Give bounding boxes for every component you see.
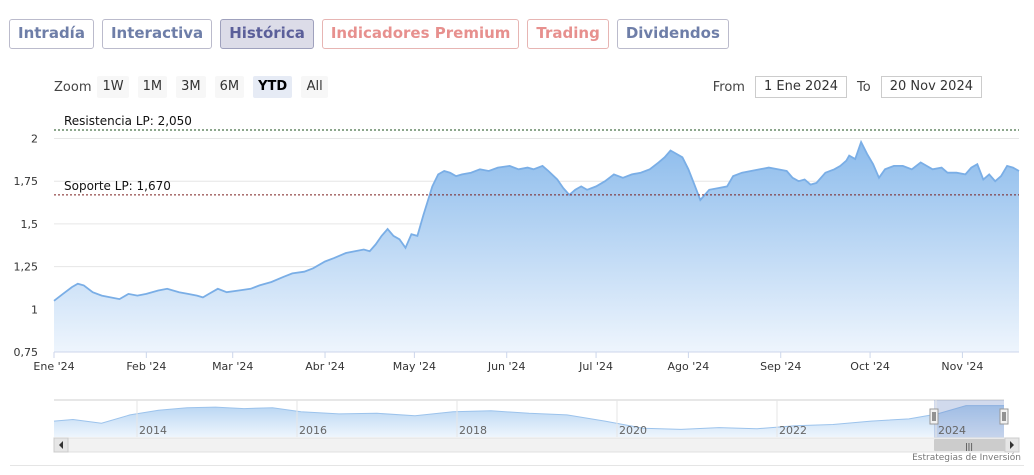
to-date-input[interactable]: 20 Nov 2024 [880, 76, 982, 98]
navigator-year-label: 2024 [938, 424, 966, 437]
x-tick-label: Jul '24 [578, 360, 613, 373]
navigator-year-label: 2018 [459, 424, 487, 437]
x-tick-label: Oct '24 [850, 360, 890, 373]
navigator-handle-right[interactable] [999, 408, 1009, 425]
x-tick-label: Jun '24 [487, 360, 526, 373]
x-tick-label: Nov '24 [941, 360, 983, 373]
x-tick-label: Ene '24 [33, 360, 74, 373]
x-tick-label: Feb '24 [126, 360, 166, 373]
navigator-year-label: 2016 [299, 424, 327, 437]
watermark: Estrategias de Inversión [912, 453, 1021, 463]
x-tick-label: Ago '24 [668, 360, 710, 373]
x-tick-label: Abr '24 [305, 360, 345, 373]
price-area-fill [54, 142, 1019, 352]
from-date-input[interactable]: 1 Ene 2024 [754, 76, 848, 98]
zoom-button-all[interactable]: All [301, 76, 329, 98]
navigator-year-label: 2022 [779, 424, 807, 437]
grip-lines-icon: ||| [965, 442, 973, 451]
chart-type-tabs: Intradía Interactiva Histórica Indicador… [9, 19, 729, 49]
tab-intradia[interactable]: Intradía [9, 19, 94, 49]
divider [10, 465, 1024, 466]
x-axis: Ene '24 Feb '24 Mar '24 Abr '24 May '24 Jun '… [33, 351, 1019, 373]
arrow-right-glyph [1010, 441, 1014, 449]
reference-lines: Resistencia LP: 2,050 Soporte LP: 1,670 [54, 114, 1019, 196]
x-tick-label: May '24 [393, 360, 436, 373]
arrow-left-glyph [59, 441, 63, 449]
y-tick-label: 2 [31, 133, 38, 146]
navigator-year-label: 2020 [619, 424, 647, 437]
reference-label: Soporte LP: 1,670 [64, 179, 171, 193]
scrollbar-thumb [934, 439, 1006, 451]
zoom-button-6m[interactable]: 6M [214, 76, 245, 98]
zoom-selector: Zoom 1W 1M 3M 6M YTD All [54, 76, 337, 98]
from-label: From [712, 79, 745, 95]
navigator-area [54, 405, 1004, 437]
y-tick-label: 0,75 [14, 346, 39, 359]
zoom-button-ytd[interactable]: YTD [253, 76, 293, 98]
tab-trading[interactable]: Trading [527, 19, 609, 49]
y-axis: 0,75 1 1,25 1,5 1,75 2 [14, 133, 39, 359]
tab-dividendos[interactable]: Dividendos [616, 19, 729, 49]
grip-lines-icon [929, 408, 939, 425]
y-tick-label: 1,75 [14, 175, 39, 188]
navigator-handle-left[interactable] [929, 408, 939, 425]
navigator-year-label: 2014 [139, 424, 167, 437]
x-tick-label: Mar '24 [212, 360, 253, 373]
tab-indicadores-premium[interactable]: Indicadores Premium [321, 19, 520, 49]
to-label: To [857, 79, 871, 95]
scrollbar-track [53, 437, 1020, 453]
navigator-line [53, 405, 1004, 430]
zoom-button-1w[interactable]: 1W [97, 76, 129, 98]
zoom-button-1m[interactable]: 1M [137, 76, 168, 98]
price-line [53, 139, 1020, 302]
grip-lines-icon [999, 408, 1009, 425]
x-tick-label: Sep '24 [760, 360, 801, 373]
price-area [53, 139, 1020, 352]
reference-label: Resistencia LP: 2,050 [64, 114, 192, 128]
tab-historica[interactable]: Histórica [220, 19, 314, 49]
y-tick-label: 1,5 [21, 218, 39, 231]
zoom-button-3m[interactable]: 3M [176, 76, 206, 98]
tab-interactiva[interactable]: Interactiva [101, 19, 213, 49]
y-tick-label: 1,25 [14, 261, 39, 274]
navigator[interactable]: 2014 2016 2018 2020 2022 2024 ||| [53, 399, 1020, 453]
y-tick-label: 1 [31, 303, 38, 316]
date-range: From 1 Ene 2024 To 20 Nov 2024 [703, 76, 982, 98]
navigator-scrollbar[interactable]: ||| [53, 437, 1020, 453]
zoom-label: Zoom [54, 79, 92, 95]
